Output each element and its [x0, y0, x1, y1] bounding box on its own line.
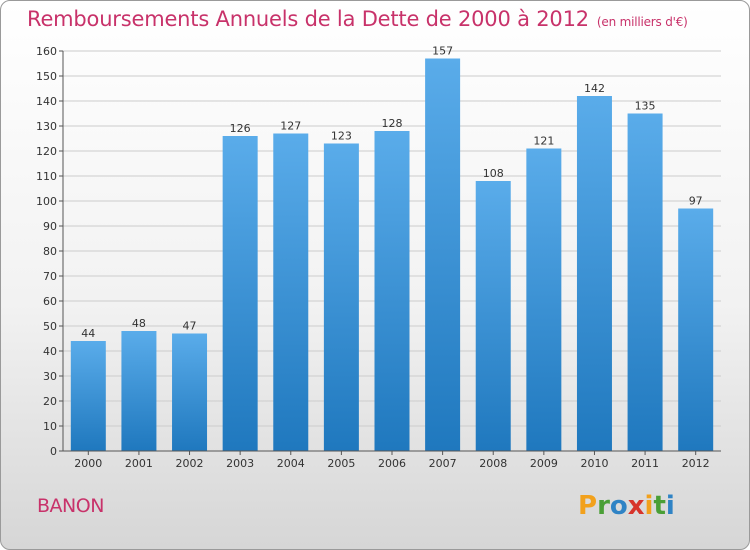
- y-tick-label: 10: [43, 420, 57, 433]
- brand-letter: i: [644, 491, 654, 521]
- y-tick-label: 60: [43, 295, 57, 308]
- x-tick-label: 2008: [479, 457, 507, 470]
- brand-letter: P: [578, 491, 598, 521]
- bar-2012: [678, 208, 714, 451]
- x-tick-label: 2006: [378, 457, 406, 470]
- bar-value-label: 48: [132, 317, 146, 330]
- axes: 0 10 20 30 40 50 60 70 80 90 100 110 120 130 140 150 160…: [36, 45, 721, 470]
- y-tick-label: 70: [43, 270, 57, 283]
- x-tick-label: 2003: [226, 457, 254, 470]
- y-tick-label: 100: [36, 195, 57, 208]
- x-tick-label: 2002: [176, 457, 204, 470]
- bar-value-label: 47: [183, 320, 197, 333]
- y-tick-label: 20: [43, 395, 57, 408]
- bar-value-label: 97: [689, 195, 703, 208]
- x-tick-label: 2012: [682, 457, 710, 470]
- x-tick-label: 2001: [125, 457, 153, 470]
- y-tick-label: 50: [43, 320, 57, 333]
- place-name: BANON: [37, 495, 104, 517]
- brand-letter: i: [665, 491, 675, 521]
- bar-2001: [121, 331, 157, 451]
- bar-value-label: 108: [483, 167, 504, 180]
- bar-value-label: 157: [432, 45, 453, 58]
- bar-2007: [425, 58, 461, 451]
- y-tick-label: 0: [50, 445, 57, 458]
- y-tick-label: 30: [43, 370, 57, 383]
- y-tick-label: 80: [43, 245, 57, 258]
- x-tick-label: 2009: [530, 457, 558, 470]
- x-tick-label: 2010: [580, 457, 608, 470]
- y-tick-label: 150: [36, 70, 57, 83]
- y-tick-label: 90: [43, 220, 57, 233]
- bar-2000: [70, 341, 106, 451]
- bar-value-label: 128: [382, 117, 403, 130]
- y-tick-label: 140: [36, 95, 57, 108]
- bar-2010: [576, 96, 612, 451]
- bar-2008: [475, 181, 511, 451]
- x-tick-label: 2004: [277, 457, 305, 470]
- y-tick-label: 40: [43, 345, 57, 358]
- x-tick-label: 2000: [74, 457, 102, 470]
- bar-value-label: 121: [533, 135, 554, 148]
- bar-value-label: 123: [331, 130, 352, 143]
- bar-2003: [222, 136, 258, 451]
- y-tick-label: 130: [36, 120, 57, 133]
- bar-value-label: 135: [635, 100, 656, 113]
- bar-2005: [323, 143, 359, 451]
- bars: 44 48 47 126 127 123 128 157 108 121 142 135 97: [70, 45, 714, 451]
- bar-2009: [526, 148, 562, 451]
- bar-value-label: 142: [584, 82, 605, 95]
- bar-2011: [627, 113, 663, 451]
- y-tick-label: 120: [36, 145, 57, 158]
- x-tick-label: 2007: [429, 457, 457, 470]
- chart-subtitle: (en milliers d'€): [596, 15, 688, 29]
- y-tick-label: 160: [36, 45, 57, 58]
- chart-title-text: Remboursements Annuels de la Dette de 20…: [27, 7, 589, 31]
- bar-2002: [172, 333, 208, 451]
- x-tick-label: 2005: [327, 457, 355, 470]
- bar-value-label: 44: [81, 327, 95, 340]
- brand-letter: t: [653, 491, 666, 521]
- bar-value-label: 127: [280, 120, 301, 133]
- x-tick-label: 2011: [631, 457, 659, 470]
- brand-letter: x: [627, 491, 645, 521]
- chart-title: Remboursements Annuels de la Dette de 20…: [27, 7, 688, 31]
- brand-letter: r: [597, 491, 610, 521]
- brand-logo[interactable]: Proxiti: [578, 491, 675, 521]
- bar-2006: [374, 131, 410, 451]
- y-tick-label: 110: [36, 170, 57, 183]
- brand-letter: o: [609, 491, 628, 521]
- bar-2004: [273, 133, 309, 451]
- bar-value-label: 126: [230, 122, 251, 135]
